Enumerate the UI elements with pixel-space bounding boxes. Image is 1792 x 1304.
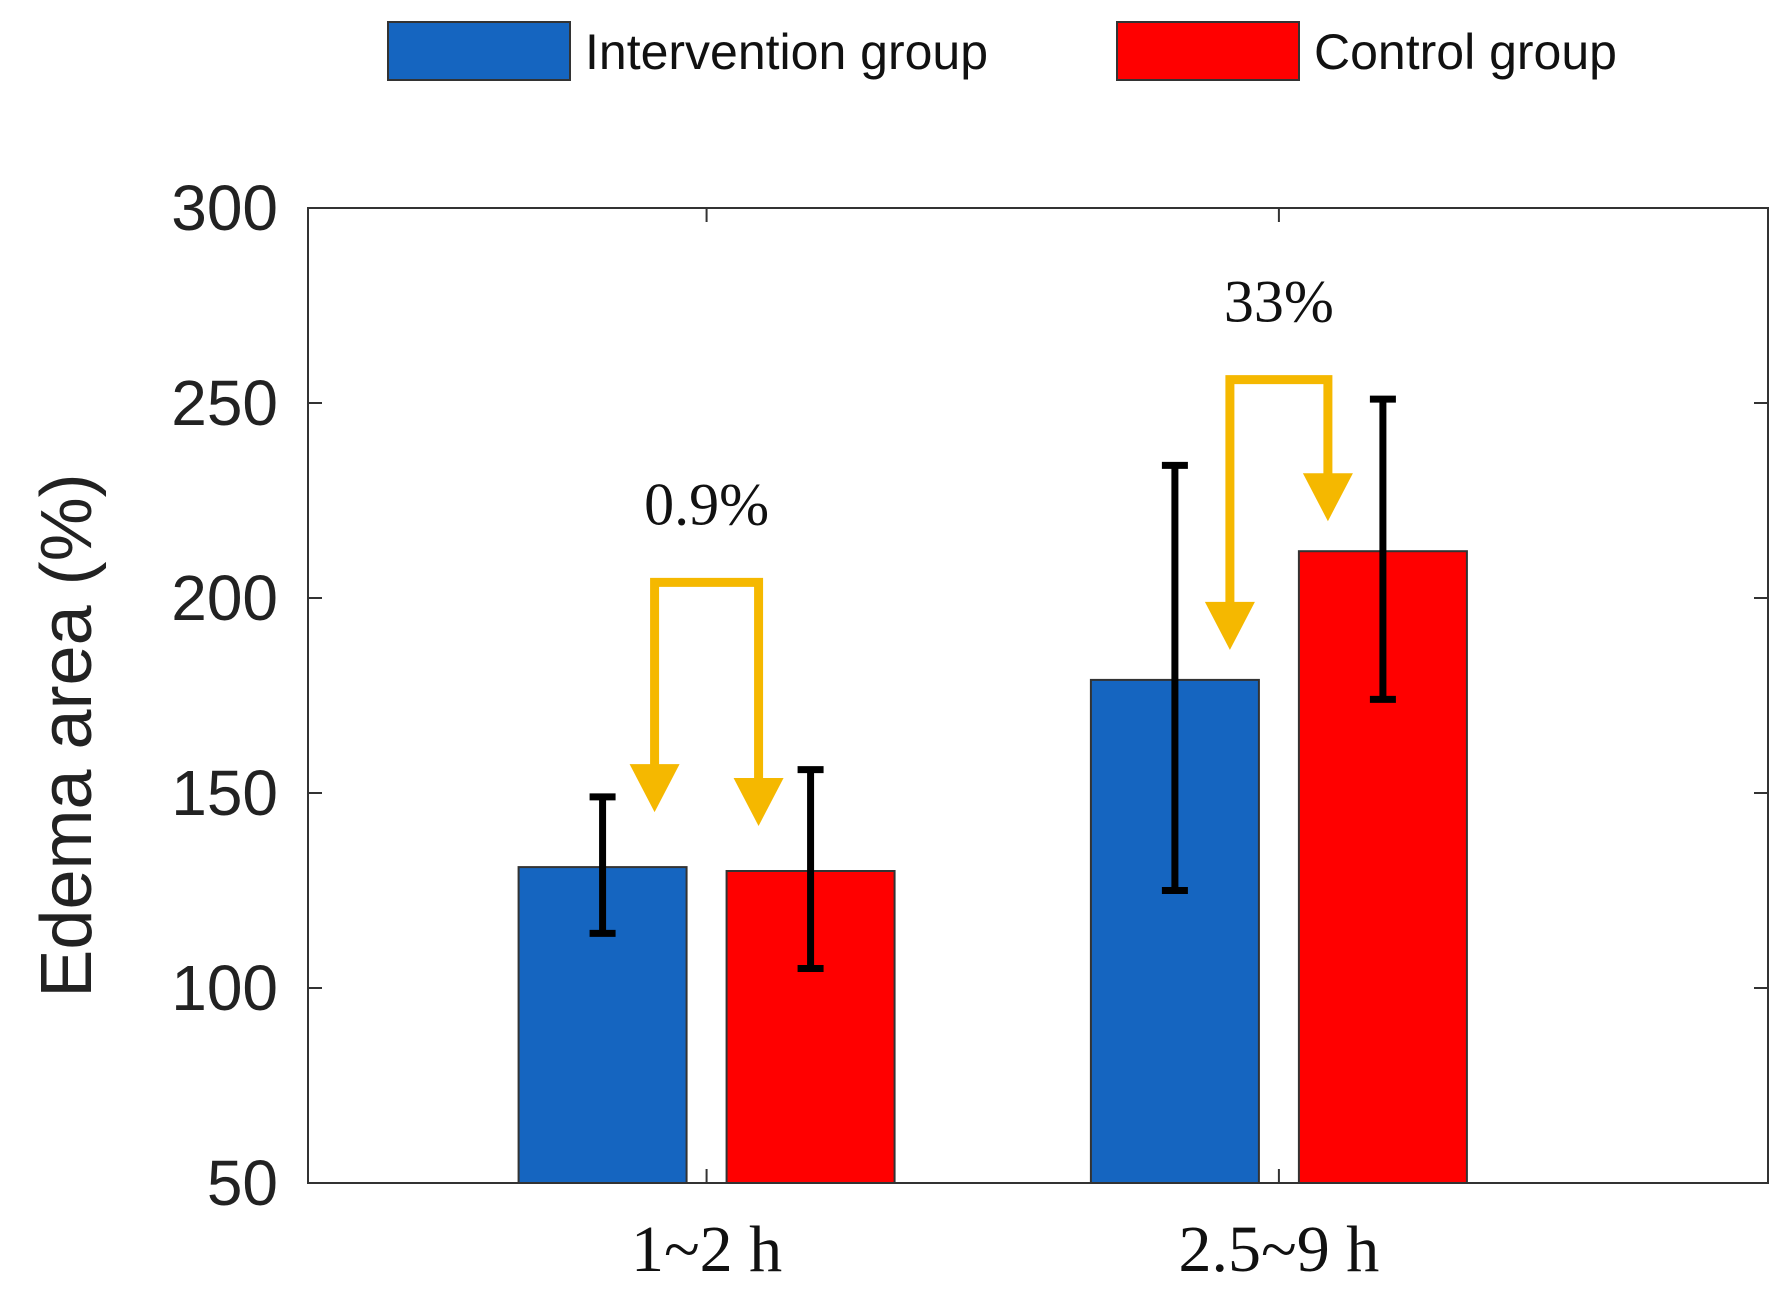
legend-label: Intervention group	[585, 24, 988, 80]
annotation-arrowhead	[733, 778, 784, 826]
annotation-bracket	[1225, 375, 1333, 610]
y-axis-label: Edema area (%)	[27, 473, 107, 997]
annotation-label: 0.9%	[644, 471, 769, 537]
axes: 50 100 150 200 250 300 1~2 h 2.5~9 h	[171, 172, 1769, 1286]
annotations: 0.9% 33%	[629, 269, 1353, 826]
y-tick-label: 150	[171, 757, 278, 829]
annotation-arrowhead	[629, 764, 680, 813]
bars	[517, 395, 1468, 1185]
annotation-arrowhead	[1204, 601, 1255, 650]
x-category-label: 2.5~9 h	[1179, 1213, 1380, 1286]
y-tick-label: 50	[207, 1147, 278, 1219]
annotation-label: 33%	[1224, 269, 1334, 335]
y-tick-label: 250	[171, 367, 278, 439]
y-tick-label: 300	[171, 172, 278, 244]
y-tick-label: 200	[171, 562, 278, 634]
y-tick-label: 100	[171, 952, 278, 1024]
legend-swatch	[387, 21, 571, 81]
plot-frame	[307, 207, 1769, 1184]
annotation-bracket	[650, 577, 764, 786]
annotation-arrowhead	[1302, 473, 1353, 522]
legend-swatch	[1116, 21, 1300, 81]
x-category-label: 1~2 h	[631, 1213, 782, 1286]
legend-label: Control group	[1314, 24, 1617, 80]
legend: Intervention group Control group	[387, 21, 1617, 81]
